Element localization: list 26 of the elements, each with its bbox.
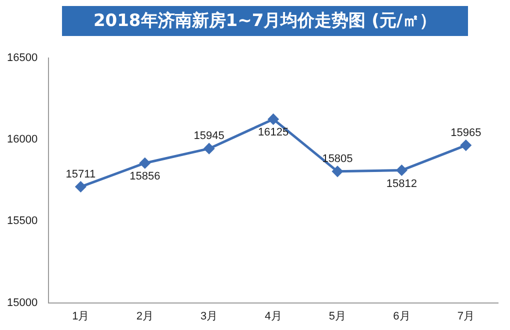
- x-tick-label: 5月: [328, 310, 346, 322]
- data-label: 15965: [450, 126, 482, 139]
- x-tick-label: 4月: [264, 310, 282, 322]
- point: [75, 182, 86, 192]
- y-tick-label: 16000: [6, 134, 38, 146]
- data-label: 15945: [194, 130, 224, 142]
- data-label: 15856: [130, 170, 160, 183]
- data-label: 15805: [322, 152, 353, 165]
- point: [332, 166, 343, 177]
- point: [460, 140, 472, 151]
- x-tick-label: 7月: [457, 310, 474, 322]
- x-tick-label: 6月: [393, 310, 410, 322]
- x-tick-label: 2月: [136, 310, 154, 322]
- point: [140, 158, 150, 168]
- data-label: 15711: [66, 168, 96, 180]
- x-tick-label: 3月: [200, 310, 218, 322]
- x-tick-label: 1月: [72, 310, 90, 322]
- data-label: 15812: [386, 178, 417, 190]
- y-tick-label: 16500: [6, 52, 38, 64]
- y-tick-label: 15000: [6, 296, 38, 309]
- point: [204, 143, 214, 154]
- chart-title: 2018年济南新房1~7月均价走势图 (元/㎡）: [62, 6, 468, 36]
- y-tick-label: 15500: [6, 215, 38, 228]
- point: [396, 165, 407, 176]
- data-label: 16125: [258, 126, 289, 139]
- point: [268, 114, 279, 124]
